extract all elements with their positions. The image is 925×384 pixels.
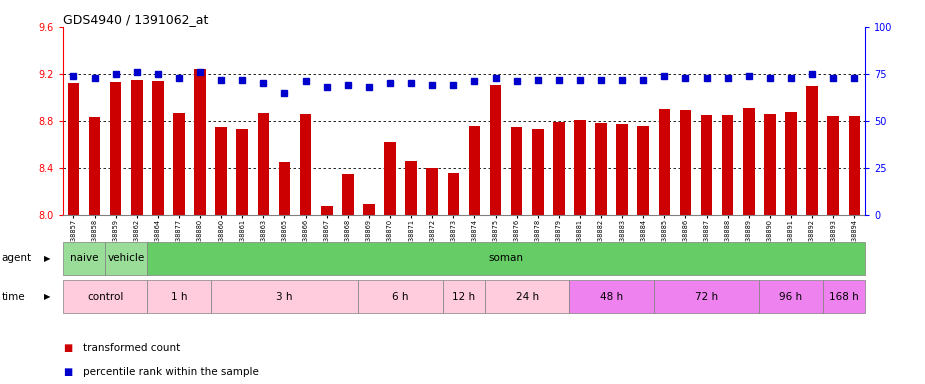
Bar (321, 205, 332, 215)
Bar (489, 84, 501, 215)
Text: 96 h: 96 h (780, 291, 803, 302)
Bar (110, 82, 121, 215)
Text: ■: ■ (63, 367, 72, 377)
Bar (105, 242, 147, 275)
Bar (680, 110, 691, 215)
Text: 6 h: 6 h (392, 291, 409, 302)
Text: 12 h: 12 h (452, 291, 475, 302)
Text: percentile rank within the sample: percentile rank within the sample (83, 367, 259, 377)
Bar (147, 242, 865, 275)
Bar (342, 174, 353, 215)
Bar (211, 280, 358, 313)
Bar (469, 126, 480, 215)
Bar (364, 204, 375, 215)
Bar (759, 280, 822, 313)
Bar (131, 80, 142, 215)
Bar (237, 129, 248, 215)
Bar (194, 69, 206, 215)
Bar (570, 280, 654, 313)
Text: 1 h: 1 h (171, 291, 187, 302)
Bar (659, 109, 671, 215)
Text: transformed count: transformed count (83, 343, 180, 353)
Text: 168 h: 168 h (829, 291, 858, 302)
Bar (654, 280, 759, 313)
Bar (89, 118, 100, 215)
Bar (405, 161, 417, 215)
Bar (807, 86, 818, 215)
Text: control: control (87, 291, 123, 302)
Bar (743, 108, 755, 215)
Bar (152, 81, 164, 215)
Bar (448, 173, 459, 215)
Text: 72 h: 72 h (695, 291, 718, 302)
Bar (173, 113, 185, 215)
Bar (828, 116, 839, 215)
Text: ▶: ▶ (44, 254, 51, 263)
Bar (384, 142, 396, 215)
Bar (848, 116, 860, 215)
Text: vehicle: vehicle (107, 253, 145, 263)
Bar (574, 120, 586, 215)
Text: GDS4940 / 1391062_at: GDS4940 / 1391062_at (63, 13, 208, 26)
Text: naive: naive (69, 253, 98, 263)
Bar (216, 127, 227, 215)
Bar (426, 168, 438, 215)
Bar (822, 280, 865, 313)
Text: 24 h: 24 h (515, 291, 538, 302)
Bar (147, 280, 211, 313)
Bar (637, 126, 649, 215)
Bar (300, 114, 312, 215)
Text: 3 h: 3 h (277, 291, 292, 302)
Bar (511, 127, 523, 215)
Text: agent: agent (2, 253, 32, 263)
Text: soman: soman (488, 253, 524, 263)
Bar (485, 280, 570, 313)
Text: 48 h: 48 h (600, 291, 623, 302)
Bar (63, 242, 105, 275)
Bar (257, 113, 269, 215)
Bar (68, 83, 80, 215)
Text: ▶: ▶ (44, 292, 51, 301)
Text: time: time (2, 291, 26, 302)
Bar (785, 111, 796, 215)
Bar (764, 114, 776, 215)
Bar (63, 280, 147, 313)
Bar (443, 280, 485, 313)
Text: ■: ■ (63, 343, 72, 353)
Bar (722, 115, 734, 215)
Bar (701, 115, 712, 215)
Bar (616, 124, 628, 215)
Bar (278, 162, 290, 215)
Bar (358, 280, 443, 313)
Bar (532, 129, 544, 215)
Bar (553, 122, 564, 215)
Bar (596, 123, 607, 215)
